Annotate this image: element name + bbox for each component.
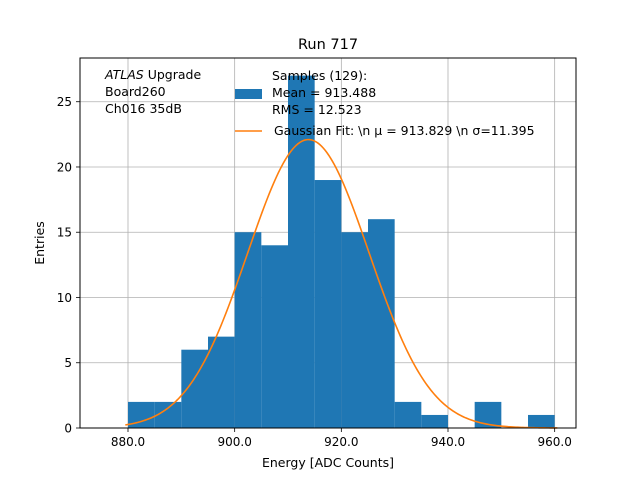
histogram-bar: [261, 245, 288, 428]
x-tick-label: 960.0: [537, 435, 571, 449]
x-tick-label: 920.0: [324, 435, 358, 449]
legend-samples-line: Mean = 913.488: [272, 85, 376, 100]
gaussian-fit: [125, 138, 558, 429]
y-axis-ticks: 0 5 10 15 20 25: [57, 95, 80, 436]
annotation-text: Upgrade: [144, 67, 202, 82]
histogram-bar: [528, 414, 555, 428]
legend-fit-label: Gaussian Fit: \n μ = 913.829 \n σ=11.395: [274, 123, 535, 138]
histogram-bar: [368, 219, 395, 428]
annotation-italic: ATLAS: [104, 67, 144, 82]
legend: Samples (129): Mean = 913.488 RMS = 12.5…: [235, 68, 535, 138]
histogram-bar: [314, 180, 342, 428]
histogram-bar: [341, 232, 368, 428]
y-tick-label: 25: [57, 95, 72, 109]
y-tick-label: 20: [57, 160, 72, 174]
histogram-bars: [128, 75, 555, 428]
x-axis-label: Energy [ADC Counts]: [262, 455, 394, 470]
annotation-text: Ch016 35dB: [105, 101, 182, 116]
histogram-bar: [234, 232, 262, 428]
x-axis-ticks: 880.0 900.0 920.0 940.0 960.0: [111, 428, 572, 449]
chart-title: Run 717: [298, 37, 358, 53]
detector-annotation: ATLAS Upgrade Board260 Ch016 35dB: [104, 67, 201, 116]
legend-samples-line: RMS = 12.523: [272, 102, 362, 117]
y-axis-label: Entries: [32, 221, 47, 265]
legend-bar-swatch: [235, 89, 262, 99]
x-tick-label: 940.0: [431, 435, 465, 449]
legend-samples-line: Samples (129):: [272, 68, 367, 83]
annotation-text: Board260: [105, 84, 166, 99]
y-tick-label: 5: [64, 356, 72, 370]
plot-frame: [79, 57, 577, 429]
annotation-line: Board260: [105, 84, 166, 99]
x-tick-label: 900.0: [217, 435, 251, 449]
y-tick-label: 0: [64, 422, 72, 436]
histogram-bar: [288, 75, 315, 428]
annotation-line: Ch016 35dB: [105, 101, 182, 116]
y-tick-label: 10: [57, 291, 72, 305]
y-tick-label: 15: [57, 226, 72, 240]
histogram-bar: [208, 336, 235, 428]
histogram-bar: [154, 401, 182, 428]
annotation-line: ATLAS Upgrade: [104, 67, 201, 82]
histogram-bar: [394, 401, 422, 428]
gaussian-fit-curve: [125, 138, 558, 429]
histogram-bar: [421, 414, 448, 428]
x-tick-label: 880.0: [111, 435, 145, 449]
